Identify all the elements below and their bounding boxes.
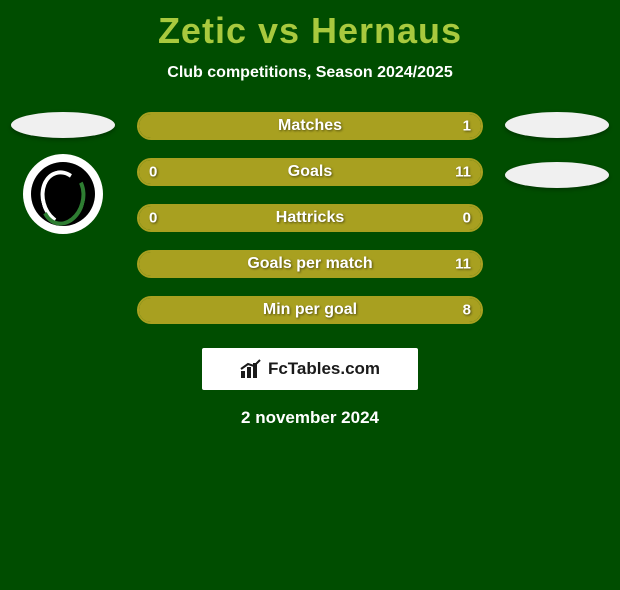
subtitle: Club competitions, Season 2024/2025 — [0, 64, 620, 82]
page-title: Zetic vs Hernaus — [0, 10, 620, 52]
stat-bar: Goals per match 11 — [137, 250, 483, 278]
player-oval-left — [11, 112, 115, 138]
player-oval-right-2 — [505, 162, 609, 188]
club-logo-left — [23, 154, 103, 234]
chart-icon — [240, 359, 262, 379]
bar-label: Matches — [278, 117, 342, 135]
bar-label: Min per goal — [263, 301, 357, 319]
right-column — [502, 112, 612, 188]
club-logo-icon — [31, 162, 95, 226]
comparison-panel: Matches 1 0 Goals 11 0 Hattricks 0 Goals per mat… — [0, 112, 620, 428]
player-oval-right-1 — [505, 112, 609, 138]
bar-value-right: 1 — [463, 118, 471, 135]
bar-value-left: 0 — [149, 164, 157, 181]
bar-value-right: 0 — [463, 210, 471, 227]
bar-fill-right — [201, 160, 481, 184]
left-column — [8, 112, 118, 234]
bar-value-left: 0 — [149, 210, 157, 227]
brand-box[interactable]: FcTables.com — [202, 348, 418, 390]
bar-label: Goals — [288, 163, 332, 181]
bar-value-right: 8 — [463, 302, 471, 319]
stat-bars: Matches 1 0 Goals 11 0 Hattricks 0 Goals per mat… — [137, 112, 483, 324]
stat-bar: Min per goal 8 — [137, 296, 483, 324]
brand-text: FcTables.com — [268, 359, 380, 379]
bar-label: Goals per match — [247, 255, 372, 273]
bar-value-right: 11 — [455, 164, 471, 181]
stat-bar: Matches 1 — [137, 112, 483, 140]
stat-bar: 0 Goals 11 — [137, 158, 483, 186]
bar-label: Hattricks — [276, 209, 344, 227]
bar-value-right: 11 — [455, 256, 471, 273]
date-text: 2 november 2024 — [0, 408, 620, 428]
stat-bar: 0 Hattricks 0 — [137, 204, 483, 232]
